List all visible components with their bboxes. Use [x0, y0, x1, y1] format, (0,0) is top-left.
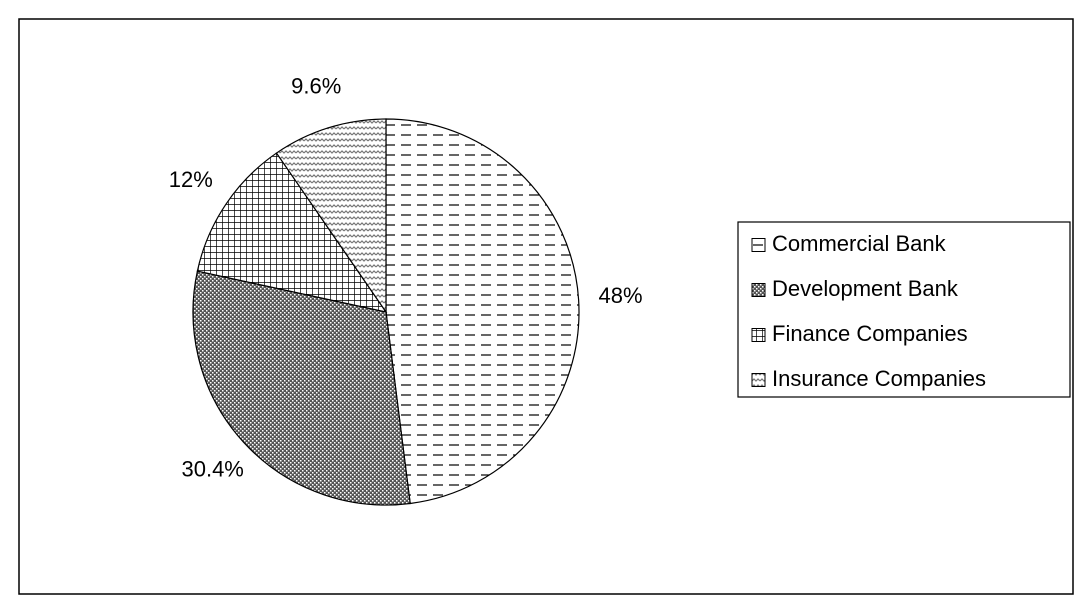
- pie-slice: [385, 118, 580, 505]
- data-label: 9.6%: [291, 73, 341, 98]
- pie-slice: [275, 118, 387, 314]
- legend-swatch: [751, 238, 766, 252]
- legend-label: Commercial Bank: [772, 231, 947, 256]
- legend-label: Insurance Companies: [772, 366, 986, 391]
- legend-swatch: [751, 328, 766, 342]
- legend-swatch: [751, 283, 766, 297]
- legend-label: Finance Companies: [772, 321, 968, 346]
- pie-slice: [196, 152, 388, 313]
- legend-label: Development Bank: [772, 276, 959, 301]
- pie-slice: [192, 270, 411, 506]
- data-label: 48%: [599, 283, 643, 308]
- legend-swatch: [751, 373, 766, 387]
- data-label: 12%: [169, 167, 213, 192]
- data-label: 30.4%: [181, 457, 243, 482]
- legend-box: [737, 221, 1071, 398]
